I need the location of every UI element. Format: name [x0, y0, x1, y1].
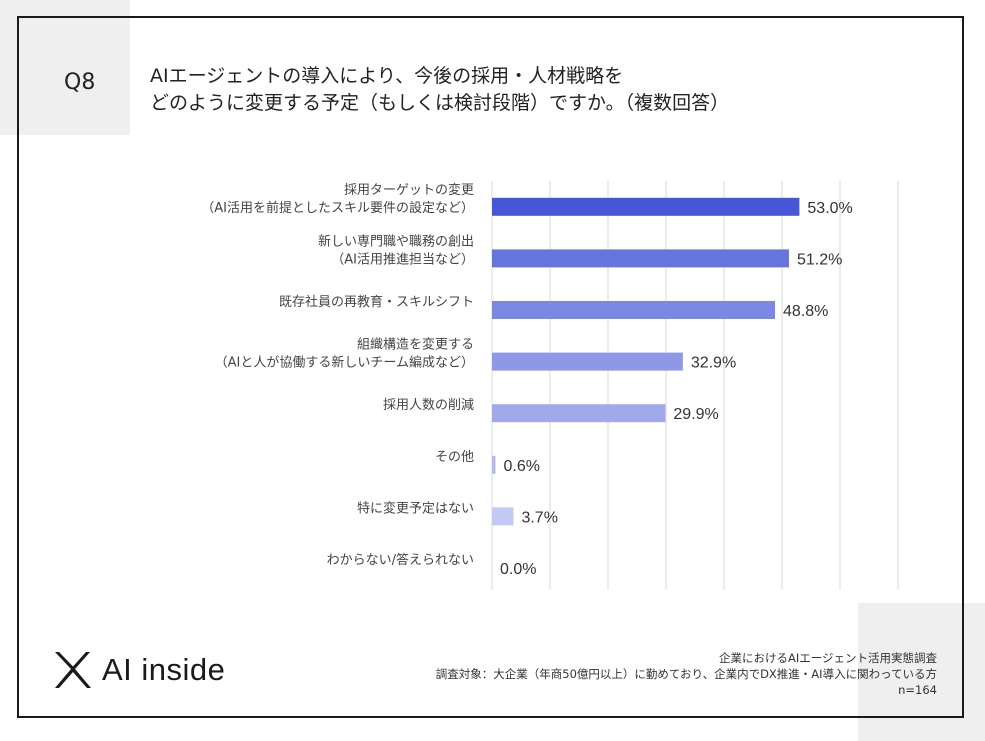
question-number: Q8	[64, 70, 96, 95]
value-label: 32.9%	[691, 355, 736, 372]
question-title-line2: どのように変更する予定（もしくは検討段階）ですか。（複数回答）	[150, 92, 730, 114]
category-label: その他	[435, 450, 474, 465]
question-title-line1: AIエージェントの導入により、今後の採用・人材戦略を	[150, 65, 624, 87]
category-label: （AIと人が協働する新しいチーム編成など）	[215, 355, 474, 371]
question-title: AIエージェントの導入により、今後の採用・人材戦略を どのように変更する予定（も…	[150, 63, 729, 117]
bar	[492, 197, 800, 216]
bar	[492, 301, 776, 319]
category-label: 既存社員の再教育・スキルシフト	[279, 294, 474, 310]
value-label: 29.9%	[673, 406, 718, 423]
source-survey-target: 調査対象：大企業（年商50億円以上）に勤めており、企業内でDX推進・AI導入に関…	[435, 667, 937, 681]
value-label: 53.0%	[807, 200, 852, 217]
bar	[492, 507, 514, 526]
bar	[492, 455, 496, 474]
source-survey-name: 企業におけるAIエージェント活用実態調査	[718, 651, 937, 665]
category-label: 組織構造を変更する	[357, 337, 474, 353]
category-label: 特に変更予定はない	[357, 500, 474, 516]
bar	[492, 352, 683, 371]
bar	[492, 249, 789, 268]
ai-inside-logo: AI inside	[52, 650, 225, 690]
source-note: 企業におけるAIエージェント活用実態調査 調査対象：大企業（年商50億円以上）に…	[436, 650, 937, 698]
value-label: 48.8%	[783, 303, 828, 320]
chart-frame	[17, 16, 964, 718]
category-label: （AI活用推進担当など）	[331, 252, 474, 267]
category-label: 新しい専門職や職務の創出	[318, 233, 474, 249]
source-sample-size: n=164	[898, 683, 937, 697]
x-logo-icon	[55, 652, 91, 688]
corner-decoration-top-left	[0, 0, 130, 135]
value-label: 51.2%	[797, 251, 842, 268]
category-label: （AI活用を前提としたスキル要件の設定など）	[201, 200, 474, 216]
logo-text: AI inside	[102, 652, 226, 687]
category-label: 採用人数の削減	[383, 397, 474, 413]
bar	[492, 404, 666, 423]
value-label: 3.7%	[521, 509, 557, 526]
value-label: 0.6%	[503, 458, 539, 475]
category-label: わからない/答えられない	[327, 552, 474, 568]
category-label: 採用ターゲットの変更	[344, 182, 474, 198]
value-label: 0.0%	[500, 561, 536, 578]
